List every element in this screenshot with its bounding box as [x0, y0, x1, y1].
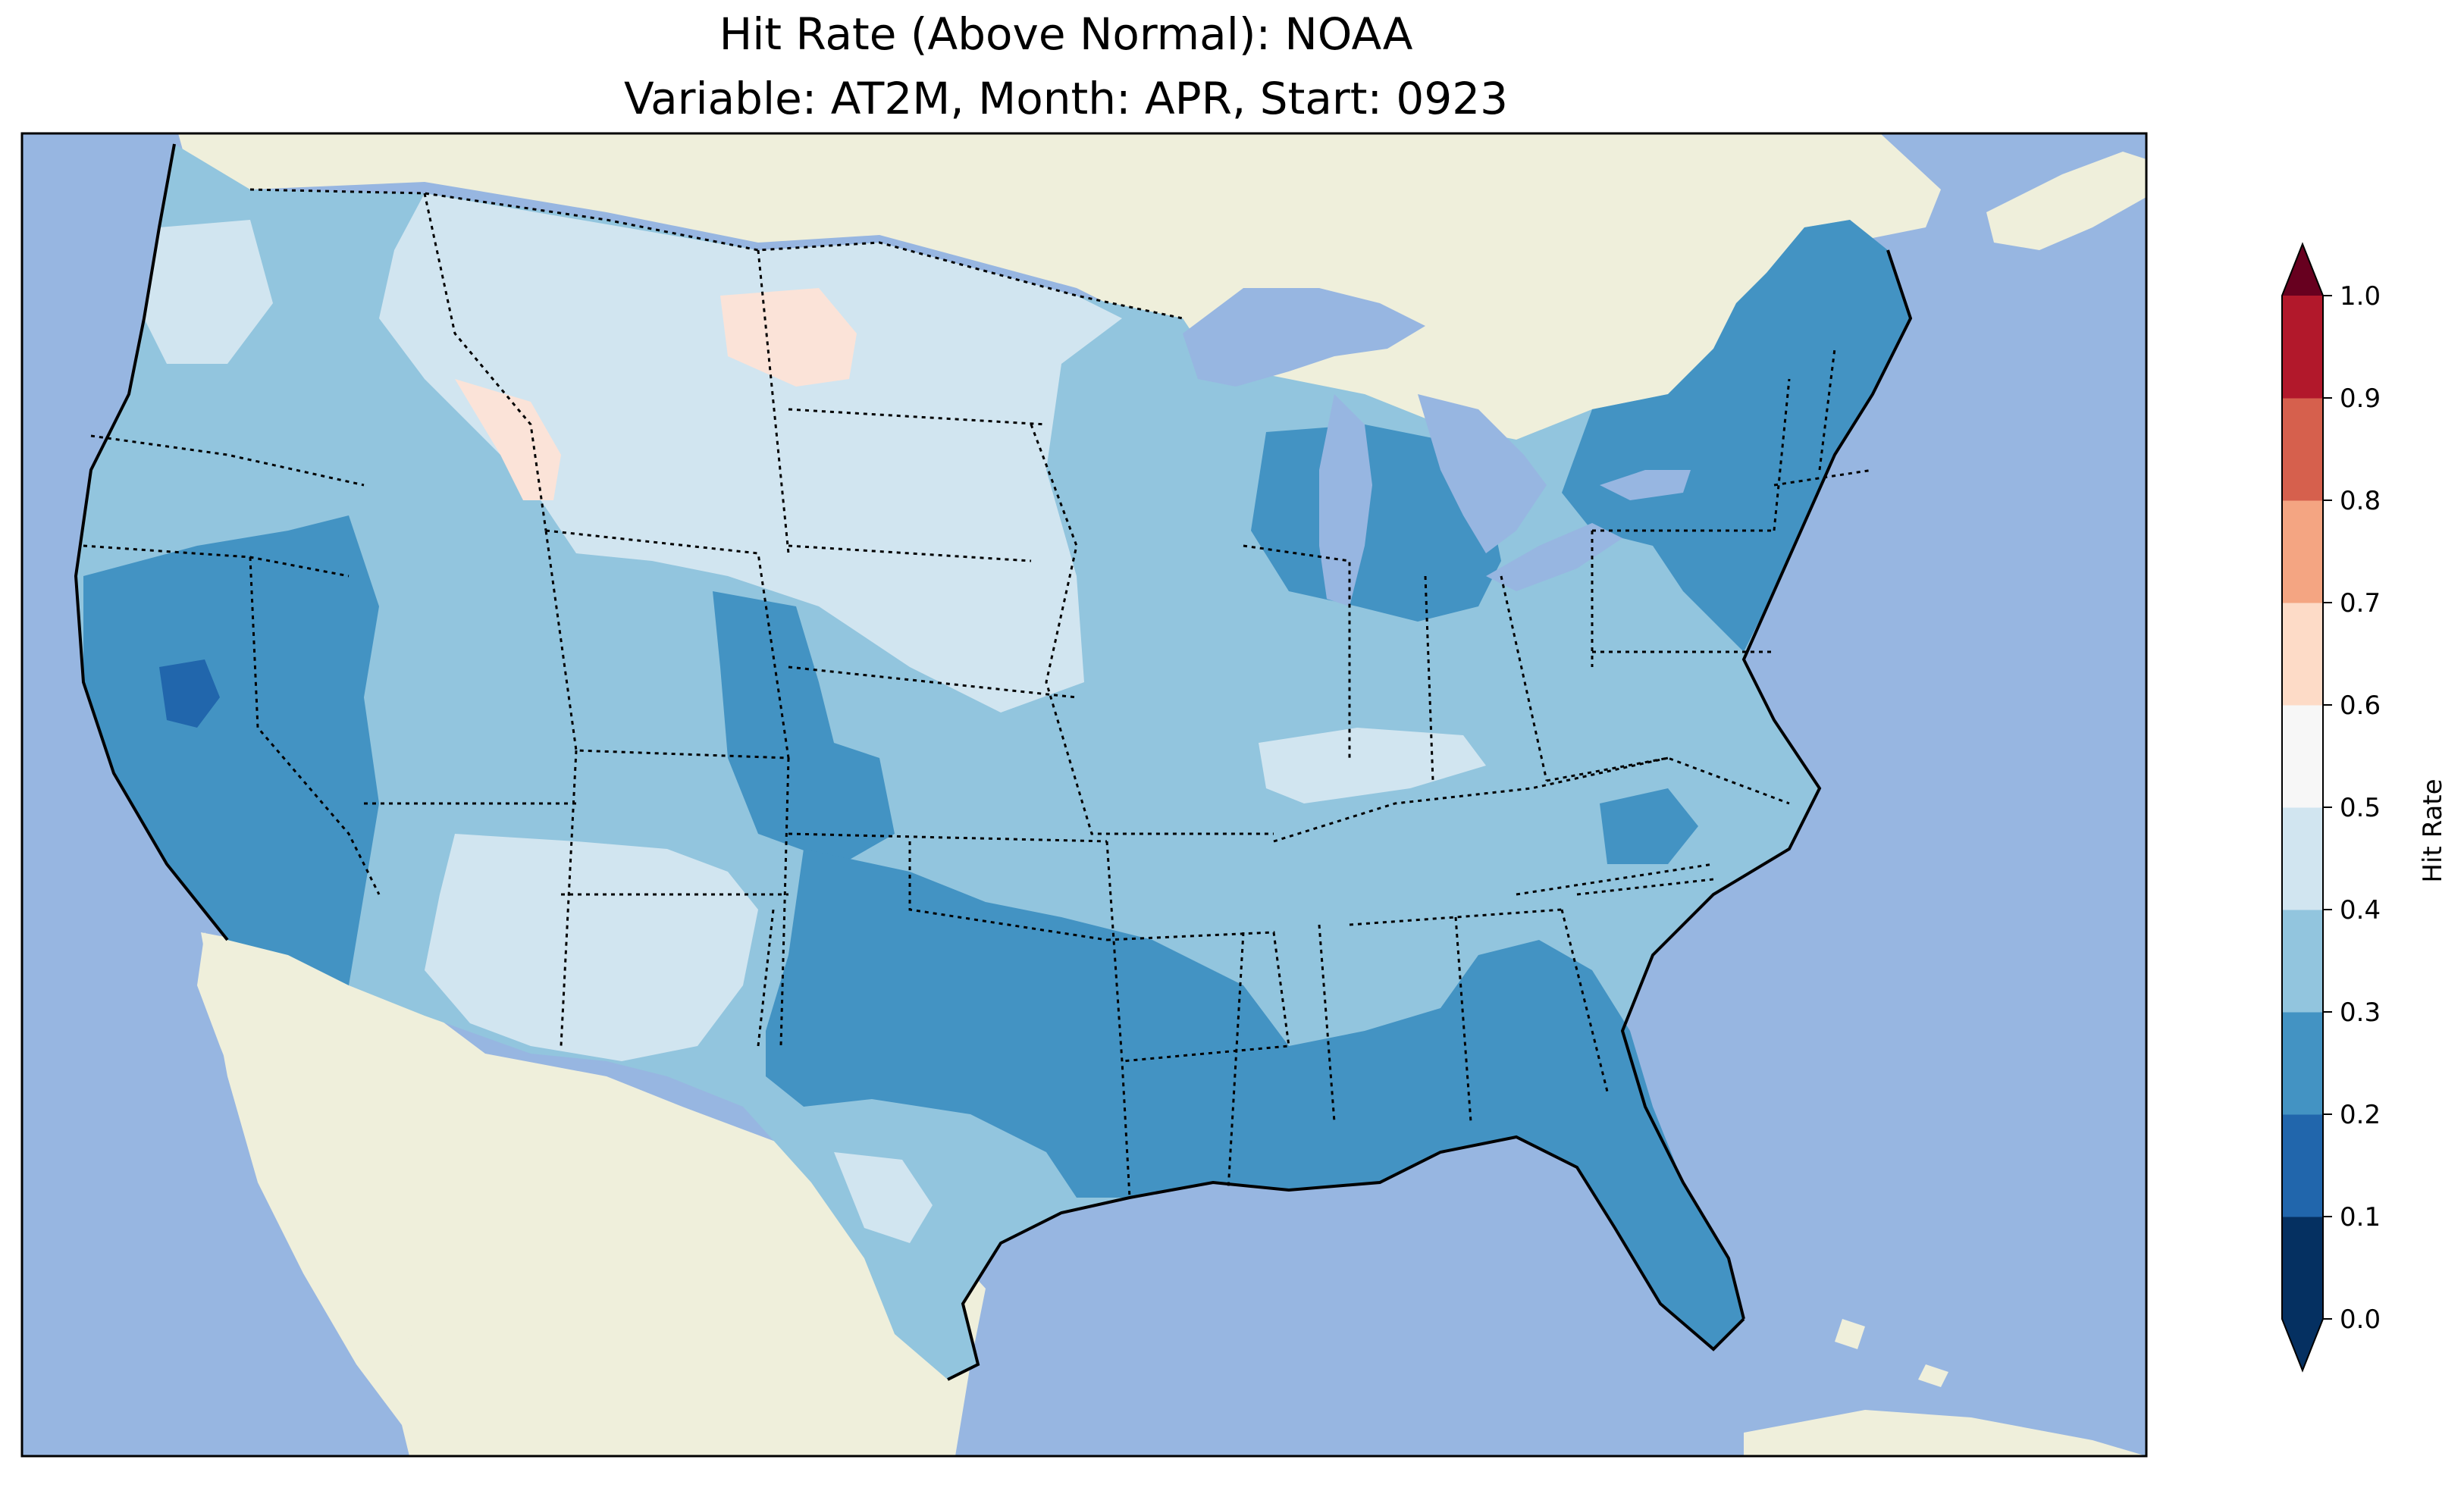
coastlines [74, 143, 1913, 1381]
lake-superior [1183, 288, 1425, 387]
west-coastline [74, 143, 229, 941]
colorbar-tick-label: 0.8 [2340, 486, 2381, 516]
kentucky-light [1259, 728, 1486, 803]
border-mn-ia-mo [1030, 424, 1274, 835]
colorbar-tick-label: 0.5 [2340, 793, 2381, 823]
colorbar-extend-high [2282, 244, 2323, 296]
lake-erie [1486, 523, 1622, 591]
border-ky-tn [1273, 756, 1669, 843]
colorbar-segment [2282, 807, 2323, 910]
sierra-dark-spot [159, 659, 220, 728]
border-new-england [1773, 348, 1873, 531]
colorbar-tick-label: 0.6 [2340, 691, 2381, 721]
cuba-land [1744, 1410, 2146, 1456]
colorbar [2281, 242, 2324, 1373]
title-line-2: Variable: AT2M, Month: APR, Start: 0923 [624, 73, 1508, 124]
colorbar-segment [2282, 1012, 2323, 1115]
great-lakes [1183, 288, 1691, 606]
gulf-coastline [947, 1135, 1745, 1381]
bahamas-land [1835, 1319, 1948, 1387]
border-wi-il-in-oh [1243, 544, 1548, 781]
colorbar-segment [2282, 500, 2323, 603]
colorbar-tick-label: 0.1 [2340, 1202, 2381, 1232]
border-nv-ca [249, 556, 381, 895]
colorbar-label: Hit Rate [2418, 778, 2448, 882]
nova-scotia-land [1986, 152, 2146, 250]
northern-tier-light [379, 193, 1122, 713]
border-ar-la-ms [1106, 924, 1336, 1191]
border-al-ga-sc [1349, 878, 1714, 1123]
map-frame [20, 132, 2148, 1458]
colorbar-segment [2282, 705, 2323, 808]
colorbar-extend-low [2282, 1319, 2323, 1370]
border-texas [757, 841, 1131, 1198]
border-co-ut-az-nm [364, 750, 790, 1047]
border-id-mt [423, 193, 547, 531]
border-dakotas [757, 249, 1047, 562]
carolina-mid [1600, 788, 1698, 864]
east-coastline [1620, 249, 1913, 1320]
colorbar-tick-label: 0.4 [2340, 895, 2381, 926]
colorbar-tick-label: 0.9 [2340, 384, 2381, 414]
lake-michigan [1319, 394, 1372, 606]
border-ne-ks-ok [788, 666, 1108, 941]
rockies-mid [713, 591, 895, 864]
colorbar-tick-label: 0.3 [2340, 998, 2381, 1028]
lake-ontario [1600, 470, 1691, 500]
border-pa-ny [1591, 529, 1774, 667]
colorbar-tick-label: 0.7 [2340, 588, 2381, 619]
map-panel [22, 133, 2146, 1456]
border-va-nc [1516, 756, 1790, 896]
colorbar-segment [2282, 296, 2323, 399]
colorbar-segment [2282, 398, 2323, 501]
colorbar-tick-label: 0.2 [2340, 1100, 2381, 1130]
colorbar-segment [2282, 603, 2323, 706]
baja-peninsula [197, 932, 440, 1433]
colorbar-ticks: 0.0 0.1 0.2 0.3 0.4 0.5 0.6 0.7 0.8 0.9 1.0 [2323, 281, 2381, 1335]
colorbar-tick-label: 1.0 [2340, 281, 2381, 312]
state-borders [83, 188, 1873, 1198]
northeast-mid [1562, 220, 1911, 652]
colorbar-segment [2282, 1217, 2323, 1320]
colorbar-segment [2282, 1114, 2323, 1217]
pacific-nw-light [144, 220, 273, 364]
title-line-1: Hit Rate (Above Normal): NOAA [719, 8, 1413, 60]
colorbar-segment [2282, 910, 2323, 1013]
idaho-warm-patch [455, 379, 561, 500]
california-great-basin-mid [83, 515, 379, 985]
south-central-mid [766, 849, 1744, 1349]
big-bend-light [834, 1152, 933, 1243]
lake-huron [1418, 394, 1547, 553]
great-lakes-mid [1251, 424, 1501, 622]
montana-warm-patch [720, 288, 857, 387]
colorbar-tick-label: 0.0 [2340, 1305, 2381, 1335]
southwest-light [425, 834, 758, 1061]
